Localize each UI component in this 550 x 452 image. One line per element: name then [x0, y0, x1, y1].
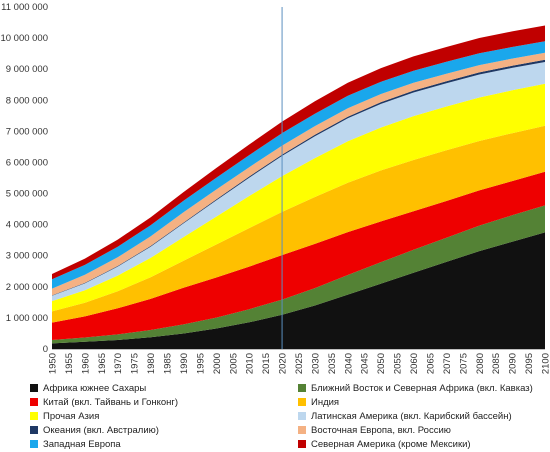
legend-label: Западная Европа [43, 439, 121, 450]
area-series-8 [52, 52, 545, 296]
x-tick-label: 2055 [393, 353, 404, 374]
x-tick-label: 2010 [245, 353, 256, 374]
area-series-6 [52, 62, 545, 302]
x-tick-label: 1995 [195, 353, 206, 374]
area-series-1 [52, 232, 545, 349]
y-tick-label: 8 000 000 [6, 95, 48, 106]
legend-label: Прочая Азия [43, 411, 100, 422]
legend-item: Северная Америка (кроме Мексики) [298, 439, 471, 451]
legend-swatch [298, 384, 306, 392]
legend-label: Индия [311, 397, 340, 408]
x-tick-label: 2060 [409, 353, 420, 374]
y-tick-label: 2 000 000 [6, 282, 48, 293]
x-tick-label: 2040 [343, 353, 354, 374]
x-tick-label: 2075 [458, 353, 469, 374]
y-tick-label: 9 000 000 [6, 64, 48, 75]
legend-item: Западная Европа [30, 439, 121, 451]
x-tick-label: 2015 [261, 353, 272, 374]
x-tick-label: 2070 [442, 353, 453, 374]
x-tick-label: 2100 [541, 353, 550, 374]
y-tick-label: 11 000 000 [1, 2, 48, 13]
legend-swatch [30, 426, 38, 434]
y-tick-label: 4 000 000 [6, 220, 48, 231]
y-tick-label: 0 [43, 344, 48, 355]
legend-label: Северная Америка (кроме Мексики) [311, 439, 471, 450]
stacked-area-chart: 0 1 000 000 2 000 000 3 000 000 4 000 000 5 0… [0, 2, 550, 374]
x-tick-label: 2000 [212, 353, 223, 374]
legend-swatch [298, 440, 306, 448]
legend-item: Латинская Америка (вкл. Карибский бассей… [298, 411, 512, 423]
x-tick-label: 1960 [80, 353, 91, 374]
legend-swatch [298, 426, 306, 434]
y-tick-label: 3 000 000 [6, 251, 48, 262]
legend-swatch [298, 398, 306, 406]
x-tick-label: 2005 [228, 353, 239, 374]
legend-swatch [30, 398, 38, 406]
legend-swatch [30, 412, 38, 420]
legend-swatch [298, 412, 306, 420]
y-tick-label: 6 000 000 [6, 157, 48, 168]
legend-label: Китай (вкл. Тайвань и Гонконг) [43, 397, 179, 408]
y-axis-ticks: 0 1 000 000 2 000 000 3 000 000 4 000 000 5 0… [0, 2, 48, 355]
x-tick-label: 1990 [179, 353, 190, 374]
x-tick-label: 2050 [376, 353, 387, 374]
x-tick-label: 2090 [508, 353, 519, 374]
legend-item: Китай (вкл. Тайвань и Гонконг) [30, 397, 178, 409]
area-series-4 [52, 125, 545, 323]
legend-item: Прочая Азия [30, 411, 99, 423]
legend-label: Восточная Европа, вкл. Россию [311, 425, 451, 436]
x-axis-ticks: 1950 1955 1960 1965 1970 1975 1980 1985 1990 1995… [48, 353, 550, 374]
x-tick-label: 2045 [360, 353, 371, 374]
x-tick-label: 1980 [146, 353, 157, 374]
x-tick-label: 2025 [294, 353, 305, 374]
y-tick-label: 10 000 000 [0, 33, 48, 44]
area-series-3 [52, 171, 545, 340]
x-tick-label: 1965 [97, 353, 108, 374]
legend-swatch [30, 384, 38, 392]
x-tick-label: 1950 [48, 353, 59, 374]
x-tick-label: 2020 [278, 353, 289, 374]
x-tick-label: 1970 [113, 353, 124, 374]
x-tick-label: 2035 [327, 353, 338, 374]
area-series-5 [52, 83, 545, 312]
x-tick-label: 2030 [310, 353, 321, 374]
legend-item: Африка южнее Сахары [30, 383, 146, 395]
area-series-9 [52, 41, 545, 289]
x-tick-label: 2080 [475, 353, 486, 374]
legend-item: Ближний Восток и Северная Африка (вкл. К… [298, 383, 533, 395]
x-tick-label: 2085 [491, 353, 502, 374]
x-tick-label: 1975 [130, 353, 141, 374]
y-tick-label: 7 000 000 [6, 126, 48, 137]
x-tick-label: 1985 [163, 353, 174, 374]
area-series-10 [52, 25, 545, 280]
legend-item: Восточная Европа, вкл. Россию [298, 425, 451, 437]
x-tick-label: 2095 [524, 353, 535, 374]
legend-swatch [30, 440, 38, 448]
legend-item: Океания (вкл. Австралию) [30, 425, 159, 437]
legend-label: Латинская Америка (вкл. Карибский бассей… [311, 411, 512, 422]
legend-label: Ближний Восток и Северная Африка (вкл. К… [311, 383, 533, 394]
legend-label: Океания (вкл. Австралию) [43, 425, 159, 436]
legend-item: Индия [298, 397, 339, 409]
area-series-group [52, 25, 545, 349]
x-tick-label: 2065 [425, 353, 436, 374]
y-tick-label: 5 000 000 [6, 189, 48, 200]
legend-label: Африка южнее Сахары [43, 383, 147, 394]
x-tick-label: 1955 [64, 353, 75, 374]
y-tick-label: 1 000 000 [6, 313, 48, 324]
